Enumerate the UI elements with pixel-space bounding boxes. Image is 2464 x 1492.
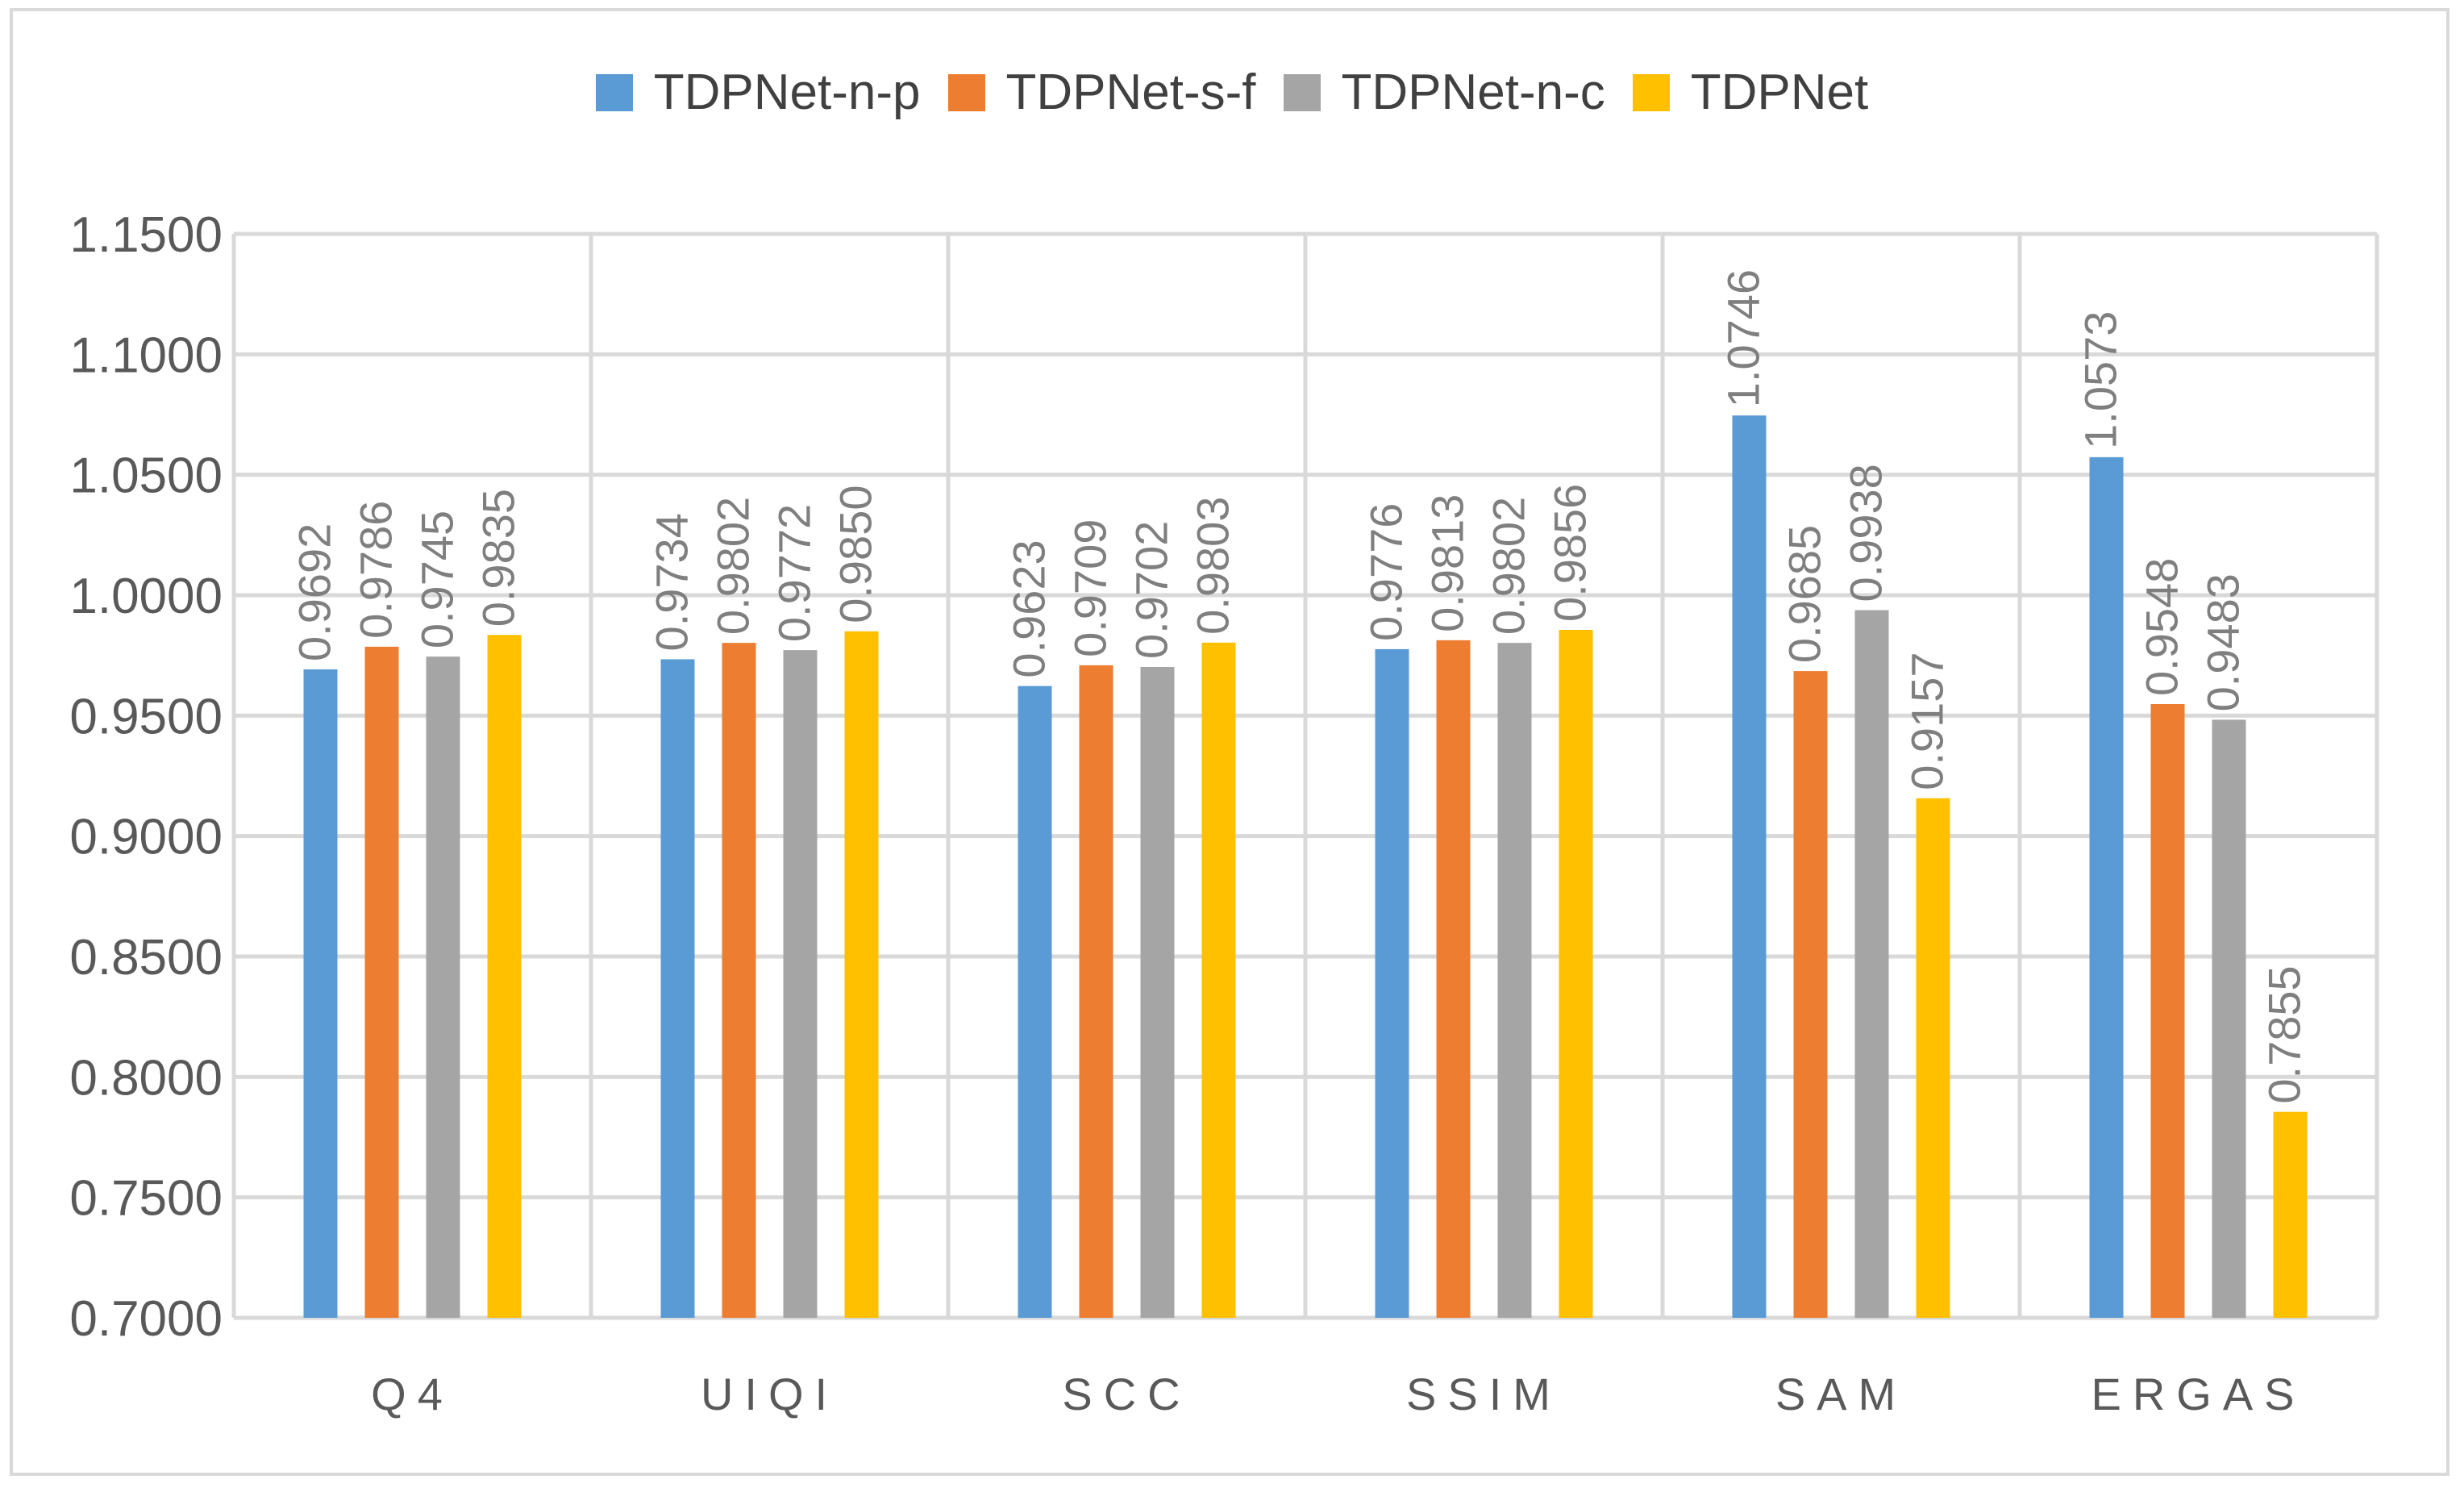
x-tick-label: ERGAS (2091, 1369, 2305, 1419)
data-label: 0.9548 (2137, 558, 2187, 696)
legend-label: TDPNet-n-p (653, 65, 921, 120)
x-tick-label: SSIM (1406, 1369, 1562, 1419)
x-tick-label: UIQI (701, 1369, 839, 1419)
legend-swatch (595, 74, 633, 111)
data-label: 0.9835 (473, 489, 524, 627)
bar (364, 646, 399, 1318)
legend-swatch (1283, 74, 1321, 111)
legend-item: TDPNet-n-c (1283, 65, 1605, 120)
data-label: 0.9692 (289, 523, 340, 661)
x-tick-label: SAM (1775, 1369, 1907, 1419)
data-label: 0.9157 (1902, 652, 1953, 790)
data-label: 0.9856 (1545, 484, 1596, 622)
legend-item: TDPNet-s-f (947, 65, 1256, 120)
data-label: 0.9734 (647, 513, 697, 651)
data-label: 0.9850 (830, 486, 881, 623)
x-tick-label: Q4 (371, 1369, 454, 1419)
data-label: 0.9772 (769, 504, 820, 642)
y-tick-label: 0.7000 (69, 1291, 223, 1347)
bar (487, 635, 522, 1318)
bar (2089, 456, 2124, 1318)
data-label: 0.9623 (1004, 540, 1055, 677)
bar (303, 669, 338, 1318)
bar (1201, 642, 1236, 1318)
y-tick-label: 1.1000 (69, 327, 223, 383)
legend-swatch (1632, 74, 1670, 111)
y-tick-label: 1.0000 (69, 569, 223, 624)
data-label: 0.9745 (412, 511, 463, 648)
y-tick-label: 1.1500 (69, 207, 223, 263)
data-label: 0.9803 (1188, 497, 1238, 635)
bar (1018, 686, 1052, 1318)
legend-label: TDPNet (1690, 65, 1869, 120)
data-label: 0.9702 (1126, 521, 1177, 659)
legend-swatch (947, 74, 985, 111)
legend-item: TDPNet (1632, 65, 1869, 120)
bar (1497, 643, 1532, 1318)
bar (660, 659, 695, 1318)
x-tick-label: SCC (1062, 1369, 1191, 1419)
legend-label: TDPNet-s-f (1005, 65, 1256, 120)
bar (1140, 667, 1175, 1318)
legend-item: TDPNet-n-p (595, 65, 921, 120)
data-label: 1.0746 (1718, 269, 1769, 407)
data-label: 0.9709 (1065, 519, 1116, 657)
bar (844, 631, 879, 1318)
data-label: 0.9802 (1484, 497, 1534, 635)
bar (722, 643, 756, 1318)
bar (2212, 719, 2246, 1318)
data-label: 0.9685 (1779, 525, 1830, 663)
data-label: 0.9938 (1841, 464, 1892, 602)
bar (1793, 671, 1828, 1318)
bar (1375, 648, 1409, 1318)
bar (1436, 640, 1471, 1318)
bar (1732, 415, 1767, 1319)
y-tick-label: 0.7500 (69, 1171, 223, 1227)
legend-label: TDPNet-n-c (1341, 65, 1605, 120)
bar (2150, 703, 2185, 1318)
bar (1854, 610, 1889, 1318)
bar (2273, 1111, 2308, 1318)
bar (1559, 630, 1593, 1318)
bar (1079, 665, 1113, 1318)
y-tick-label: 0.8000 (69, 1050, 223, 1106)
data-label: 1.0573 (2075, 311, 2126, 449)
chart-legend: TDPNet-n-p TDPNet-s-f TDPNet-n-c TDPNet (0, 68, 2464, 118)
data-label: 0.9776 (1361, 503, 1412, 641)
bar (426, 656, 460, 1318)
chart-frame (10, 8, 2449, 1476)
y-tick-label: 1.0500 (69, 448, 223, 504)
data-label: 0.9483 (2198, 573, 2249, 711)
y-tick-label: 0.9500 (69, 689, 223, 744)
data-label: 0.9813 (1422, 494, 1473, 632)
y-tick-label: 0.8500 (69, 930, 223, 986)
data-label: 0.9802 (708, 497, 759, 635)
bar (1916, 798, 1950, 1318)
data-label: 0.9786 (351, 501, 402, 639)
y-tick-label: 0.9000 (69, 810, 223, 865)
bar (783, 650, 818, 1318)
data-label: 0.7855 (2259, 965, 2310, 1103)
